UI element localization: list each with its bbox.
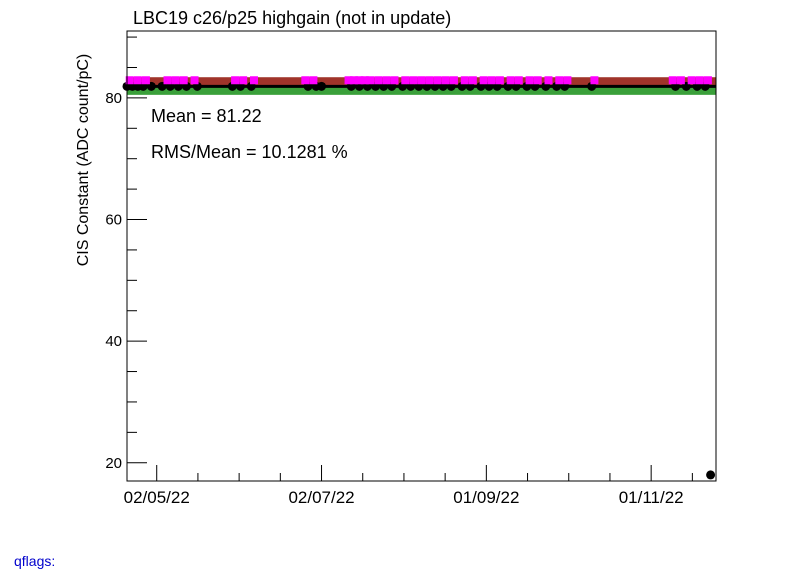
data-point-square [171,76,180,85]
data-point-square [231,76,240,85]
data-point-square [125,76,134,85]
data-point-square [179,76,188,85]
plot-frame [126,30,717,482]
data-point-square [249,76,258,85]
data-point-square [382,76,391,85]
data-point-square [163,76,172,85]
data-point-square [449,76,458,85]
data-point-square [401,76,410,85]
data-point-square [460,76,469,85]
data-point-square [676,76,685,85]
data-point-square [533,76,542,85]
data-point-square [479,76,488,85]
data-point-square [668,76,677,85]
rms-annotation: RMS/Mean = 10.1281 % [151,142,348,162]
band-green [127,86,716,95]
data-point-circle [317,81,327,91]
data-point-square [309,76,318,85]
data-point-square [425,76,434,85]
data-point-square [374,76,383,85]
data-point-square [409,76,418,85]
data-point-square [525,76,534,85]
data-point-square [133,76,142,85]
data-point-square [239,76,248,85]
qflags-label: qflags: [14,553,56,569]
x-tick-label: 02/07/22 [288,488,354,507]
data-point-square [487,76,496,85]
data-point-square [441,76,450,85]
y-tick-label: 40 [105,333,122,350]
x-tick-label: 01/09/22 [453,488,519,507]
data-point-square [301,76,310,85]
data-point-square [544,76,553,85]
data-point-square [366,76,375,85]
data-point-square [433,76,442,85]
data-point-square [495,76,504,85]
x-axis: 02/05/22 02/07/22 01/09/22 01/11/22 [124,465,693,507]
data-point-square [563,76,572,85]
data-point-circle [706,470,716,480]
data-point-square [703,76,712,85]
chart-title: LBC19 c26/p25 highgain (not in update) [133,8,451,28]
points-layer [122,76,716,480]
data-point-square [687,76,696,85]
data-point-square [695,76,704,85]
data-point-square [141,76,150,85]
data-point-square [355,76,364,85]
x-tick-label: 01/11/22 [619,488,684,507]
data-point-square [390,76,399,85]
data-point-square [555,76,564,85]
data-point-square [190,76,199,85]
y-axis: 20 40 60 80 [105,36,147,472]
y-tick-label: 60 [105,212,122,229]
data-point-square [417,76,426,85]
data-point-square [360,76,369,85]
data-point-square [506,76,515,85]
data-point-square [590,76,599,85]
data-point-square [514,76,523,85]
y-tick-label: 80 [105,90,122,107]
data-point-square [468,76,477,85]
mean-annotation: Mean = 81.22 [151,106,262,126]
data-point-square [349,76,358,85]
y-axis-label: CIS Constant (ADC count/pC) [75,54,92,267]
data-point-square [344,76,353,85]
y-tick-label: 20 [105,455,122,472]
x-tick-label: 02/05/22 [124,488,190,507]
